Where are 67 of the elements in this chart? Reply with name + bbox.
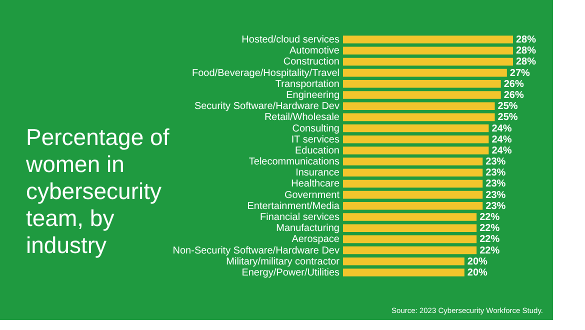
- data-label: 22%: [480, 234, 500, 246]
- y-tick-label: Manufacturing: [276, 223, 340, 234]
- y-tick-label: Insurance: [296, 168, 340, 179]
- data-label: 23%: [486, 200, 506, 212]
- y-tick-label: Aerospace: [292, 234, 340, 246]
- bar: [343, 68, 507, 77]
- data-label: 27%: [510, 68, 530, 79]
- y-tick-label: Retail/Wholesale: [264, 112, 340, 124]
- y-tick-label: Healthcare: [291, 178, 340, 190]
- data-label: 28%: [516, 34, 536, 46]
- y-tick-label: Telecommunications: [248, 156, 340, 168]
- bar: [343, 102, 495, 110]
- bar: [343, 135, 489, 144]
- bar: [343, 180, 483, 188]
- bar: [343, 246, 477, 254]
- bar: [343, 168, 483, 177]
- y-tick-label: Education: [295, 145, 340, 156]
- data-label: 23%: [486, 156, 506, 168]
- data-label: 20%: [467, 267, 488, 278]
- text: Percentage of women in cybersecurity team, by industry: [25, 124, 170, 258]
- bar: [343, 58, 513, 66]
- y-tick-label: Military/military contractor: [226, 256, 340, 268]
- bar: [343, 113, 495, 122]
- data-label: 25%: [498, 101, 518, 112]
- y-tick-label: Non-Security Software/Hardware Dev: [172, 245, 340, 256]
- bar: [343, 124, 489, 132]
- y-tick-label: Entertainment/Media: [247, 200, 340, 212]
- data-label: 26%: [504, 90, 524, 101]
- data-label: 24%: [492, 145, 512, 156]
- bar: [343, 235, 477, 244]
- bar: [343, 213, 477, 221]
- data-label: 23%: [486, 168, 506, 179]
- data-label: 28%: [516, 46, 536, 57]
- bar: [343, 158, 483, 166]
- y-tick-label: Construction: [283, 56, 340, 68]
- bar: [343, 80, 501, 88]
- bar: [343, 268, 464, 276]
- y-tick-label: IT services: [291, 134, 340, 146]
- y-tick-label: Security Software/Hardware Dev: [194, 101, 340, 112]
- bar: [343, 36, 513, 44]
- data-label: 23%: [486, 190, 506, 201]
- data-label: 24%: [492, 123, 512, 134]
- data-label: 22%: [480, 245, 500, 256]
- y-tick-label: Government: [284, 190, 340, 201]
- bar: [343, 202, 483, 210]
- y-tick-label: Engineering: [286, 90, 340, 101]
- data-label: 24%: [492, 134, 512, 146]
- data-label: 22%: [480, 223, 500, 234]
- data-label: 20%: [467, 256, 488, 268]
- bar: [343, 190, 483, 199]
- bar: [343, 146, 489, 154]
- y-tick-label: Consulting: [292, 123, 340, 134]
- data-label: 25%: [498, 112, 518, 124]
- data-label: 26%: [504, 78, 524, 90]
- data-label: 22%: [480, 212, 500, 223]
- y-tick-label: Financial services: [260, 212, 340, 223]
- bar: [343, 224, 477, 232]
- y-tick-label: Transportation: [275, 78, 340, 90]
- y-tick-label: Energy/Power/Utilities: [242, 267, 340, 278]
- data-label: 23%: [486, 178, 506, 190]
- y-tick-label: Food/Beverage/Hospitality/Travel: [192, 68, 340, 79]
- bar: [343, 46, 513, 55]
- data-label: 28%: [516, 56, 536, 68]
- bar: [343, 91, 501, 99]
- bar: [343, 257, 464, 266]
- y-tick-label: Hosted/cloud services: [242, 34, 340, 46]
- y-tick-label: Automotive: [289, 46, 340, 57]
